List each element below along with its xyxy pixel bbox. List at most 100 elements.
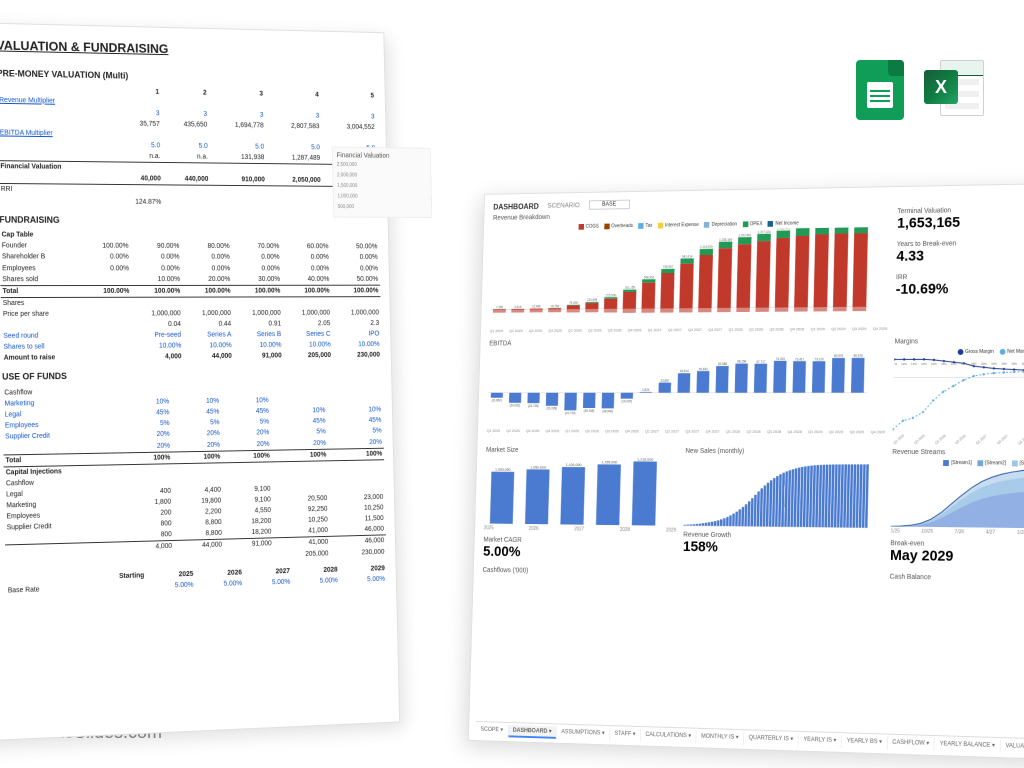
new-sales-chart	[683, 459, 884, 529]
svg-text:1,155,000: 1,155,000	[601, 460, 617, 464]
svg-text:18%: 18%	[1011, 362, 1017, 366]
svg-text:(24,725): (24,725)	[528, 404, 539, 408]
tab-valuation[interactable]: VALUATION ▾	[1001, 740, 1024, 755]
svg-text:12%: 12%	[921, 362, 927, 366]
svg-text:45,814: 45,814	[680, 369, 689, 373]
app-logos: X	[856, 60, 984, 120]
svg-text:215,930: 215,930	[606, 293, 617, 297]
svg-text:20%: 20%	[971, 362, 977, 366]
svg-text:12%: 12%	[901, 362, 907, 366]
rates-table: Starting20252026202720282029Base Rate5.0…	[6, 563, 387, 596]
revenue-breakdown-chart: 7,3589,61812,48616,75879,408124,668215,9…	[490, 227, 890, 333]
svg-text:79,408: 79,408	[569, 301, 578, 305]
svg-text:(24,092): (24,092)	[510, 404, 521, 408]
svg-text:548,916: 548,916	[644, 275, 655, 279]
svg-text:22%: 22%	[951, 362, 957, 366]
market-cagr-value: 5.00%	[483, 543, 521, 560]
svg-text:(11,862): (11,862)	[492, 399, 502, 403]
svg-text:12%: 12%	[893, 362, 898, 366]
tab-yearly-balance[interactable]: YEARLY BALANCE ▾	[935, 738, 1001, 753]
use-of-funds-table: CashflowMarketing10%10%10%Legal45%45%45%…	[2, 383, 386, 568]
tab-cashflow[interactable]: CASHFLOW ▾	[888, 737, 936, 751]
dashboard-spreadsheet: DASHBOARD SCENARIO BASE Revenue Breakdow…	[468, 182, 1024, 761]
svg-text:9,618: 9,618	[514, 305, 521, 309]
svg-text:73,119: 73,119	[815, 357, 824, 361]
years-breakeven-value: 4.33	[896, 245, 1024, 264]
market-size-chart: 1,000,000 1,050,000 1,100,000 1,155,000 1,21…	[484, 457, 678, 525]
svg-text:1,824: 1,824	[642, 388, 650, 392]
tab-monthly-is[interactable]: MONTHLY IS ▾	[696, 731, 744, 745]
sheet-title: VALUATION & FUNDRAISING	[0, 38, 375, 63]
excel-icon: X	[924, 60, 984, 116]
svg-text:(36,946): (36,946)	[602, 409, 613, 413]
svg-text:1,114,519: 1,114,519	[700, 245, 713, 249]
tab-assumptions[interactable]: ASSUMPTIONS ▾	[557, 726, 610, 740]
tab-scope[interactable]: SCOPE ▾	[476, 724, 509, 737]
svg-text:942,414: 942,414	[682, 254, 693, 258]
svg-text:1,000,000: 1,000,000	[495, 468, 511, 472]
revenue-streams-title: Revenue Streams	[892, 449, 1024, 457]
svg-text:62,588: 62,588	[718, 362, 727, 366]
margins-chart: 12%12%12%12%12%18%22%22%20%20%19%18%18%1…	[893, 356, 1024, 442]
tab-dashboard[interactable]: DASHBOARD ▾	[508, 725, 557, 739]
svg-text:50,842: 50,842	[699, 367, 708, 371]
tab-yearly-bs[interactable]: YEARLY BS ▾	[842, 735, 888, 749]
new-sales-title: New Sales (monthly)	[685, 448, 885, 456]
valuation-spreadsheet: 123456 VALUATION & FUNDRAISING PRE-MONEY…	[0, 22, 400, 742]
svg-text:12%: 12%	[911, 362, 917, 366]
ebitda-title: EBITDA	[489, 339, 887, 348]
svg-text:68,156: 68,156	[737, 360, 746, 364]
svg-text:67,717: 67,717	[756, 360, 765, 364]
tab-staff[interactable]: STAFF ▾	[610, 728, 641, 742]
svg-text:12,486: 12,486	[532, 305, 541, 309]
irr-value: -10.69%	[896, 279, 1024, 298]
svg-text:1,215,000: 1,215,000	[637, 457, 653, 461]
svg-text:19%: 19%	[991, 362, 997, 366]
svg-text:22%: 22%	[961, 362, 967, 366]
cash-balance-title: Cash Balance	[890, 574, 1024, 584]
svg-text:74,344: 74,344	[776, 357, 785, 361]
svg-text:1,100,000: 1,100,000	[566, 463, 582, 467]
svg-text:1,050,000: 1,050,000	[530, 465, 546, 469]
svg-text:124,668: 124,668	[587, 298, 598, 302]
svg-text:1,470,950: 1,470,950	[796, 227, 809, 228]
kpi-panel: Terminal Valuation1,653,165 Years to Bre…	[895, 205, 1024, 331]
revenue-growth-value: 158%	[683, 538, 718, 555]
ebitda-chart: (11,862) (24,092) (24,725) (31,028) (41,720)…	[487, 349, 887, 434]
revenue-streams-legend: [Stream1][Stream2][Stream3]	[892, 460, 1024, 467]
svg-text:23,887: 23,887	[661, 379, 670, 383]
svg-text:18%: 18%	[1001, 362, 1007, 366]
svg-text:18%: 18%	[941, 362, 947, 366]
sheet-tabs[interactable]: SCOPE ▾DASHBOARD ▾ASSUMPTIONS ▾STAFF ▾CA…	[476, 721, 1024, 756]
svg-text:80,576: 80,576	[854, 354, 863, 358]
google-sheets-icon	[856, 60, 904, 120]
svg-text:1,432,441: 1,432,441	[777, 227, 790, 231]
svg-text:7,358: 7,358	[496, 305, 503, 309]
tab-quarterly-is[interactable]: QUARTERLY IS ▾	[744, 732, 799, 746]
market-size-title: Market Size	[486, 447, 678, 455]
svg-text:80,576: 80,576	[834, 354, 843, 358]
svg-text:351,259: 351,259	[625, 286, 636, 290]
revenue-streams-chart	[891, 468, 1024, 529]
breakeven-date-value: May 2029	[890, 547, 954, 565]
svg-text:73,417: 73,417	[795, 357, 804, 361]
svg-text:20%: 20%	[981, 362, 987, 366]
tab-calculations[interactable]: CALCULATIONS ▾	[641, 729, 697, 743]
scenario-selector[interactable]: BASE	[588, 200, 629, 210]
svg-text:(36,168): (36,168)	[584, 409, 595, 413]
margins-legend: Gross MarginNet Margin	[894, 349, 1024, 356]
svg-text:12%: 12%	[931, 362, 937, 366]
svg-text:(31,028): (31,028)	[546, 407, 557, 411]
terminal-valuation-value: 1,653,165	[897, 212, 1024, 232]
premoney-table: 12345Revenue Multiplier3333335,757435,65…	[0, 84, 378, 209]
svg-text:(41,720): (41,720)	[565, 411, 576, 415]
svg-text:1,322,861: 1,322,861	[738, 233, 751, 237]
tab-yearly-is[interactable]: YEARLY IS ▾	[799, 734, 842, 748]
margins-title: Margins	[895, 338, 1024, 346]
svg-text:(14,029): (14,029)	[621, 400, 632, 404]
svg-text:1,238,169: 1,238,169	[719, 238, 732, 242]
fundraising-heading: FUNDRAISING	[0, 214, 379, 227]
svg-text:746,967: 746,967	[663, 265, 674, 269]
svg-text:1,377,424: 1,377,424	[758, 230, 771, 234]
fundraising-table: Cap TableFounder100.00%90.00%80.00%70.00…	[0, 230, 382, 364]
